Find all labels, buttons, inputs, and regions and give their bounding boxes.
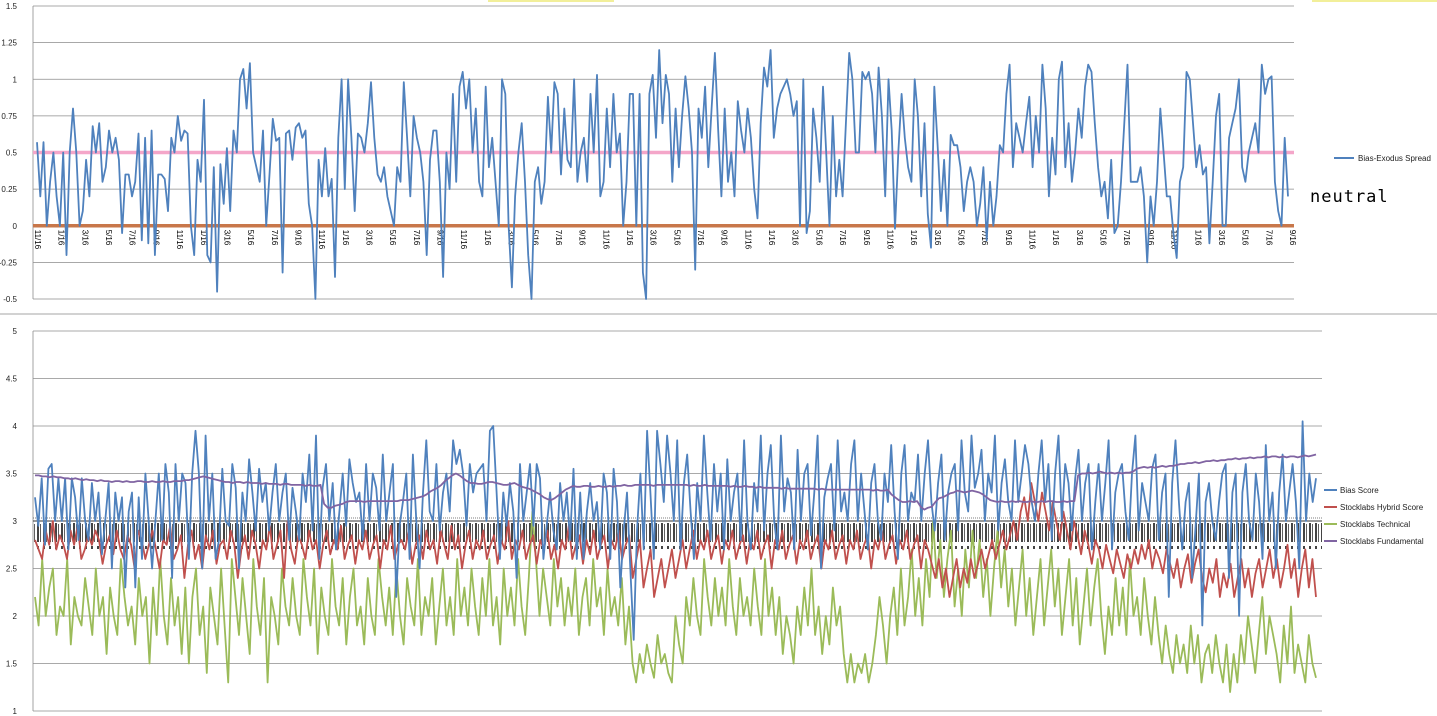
x-tick-label: 3/16 xyxy=(507,230,516,246)
legend-label: Stocklabs Fundamental xyxy=(1340,537,1424,546)
x-tick-label: 5/16 xyxy=(814,230,823,246)
y-tick-label: 4 xyxy=(13,422,18,431)
x-tick-label: 11/16 xyxy=(601,230,610,250)
x-tick-label: 9/16 xyxy=(1004,230,1013,246)
series-line-bias-score xyxy=(34,420,1317,641)
x-tick-label: 11/16 xyxy=(317,230,326,250)
spread-x-axis: 11/16 1/16 3/16 5/16 7/16 9/16 11/16 1/16 3/16 5/… xyxy=(33,230,1297,250)
x-tick-label: 3/16 xyxy=(365,230,374,246)
x-tick-label: 1/16 xyxy=(909,230,918,246)
x-tick-label: 1/16 xyxy=(1051,230,1060,246)
scores-legend: Bias Score Stocklabs Hybrid Score Stocklab… xyxy=(1324,486,1424,546)
x-tick-label: 9/16 xyxy=(720,230,729,246)
x-tick-label: 7/16 xyxy=(412,230,421,246)
y-tick-label: 0.25 xyxy=(1,185,17,194)
scores-chart-panel: 5 4.5 4 3.5 3 2.5 2 1.5 1 Bias Score Stocklabs Hy… xyxy=(6,327,1424,716)
series-line-bias-exodus-spread xyxy=(36,49,1289,300)
spread-legend: Bias-Exodus Spread xyxy=(1334,154,1431,163)
y-tick-label: 0.5 xyxy=(6,149,18,158)
x-tick-label: 9/16 xyxy=(293,230,302,246)
x-tick-label: 9/16 xyxy=(578,230,587,246)
y-tick-label: 3 xyxy=(13,517,18,526)
x-tick-label: 11/16 xyxy=(175,230,184,250)
x-tick-label: 11/16 xyxy=(33,230,42,250)
x-tick-label: 3/16 xyxy=(649,230,658,246)
x-tick-label: 7/16 xyxy=(554,230,563,246)
x-tick-label: 5/16 xyxy=(246,230,255,246)
y-tick-label: 1.5 xyxy=(6,2,18,11)
x-tick-label: 7/16 xyxy=(1122,230,1131,246)
legend-label: Stocklabs Technical xyxy=(1340,520,1410,529)
x-tick-label: 1/16 xyxy=(625,230,634,246)
x-tick-labels-band xyxy=(33,523,1322,549)
x-tick-label: 5/16 xyxy=(956,230,965,246)
x-tick-label: 3/16 xyxy=(80,230,89,246)
x-tick-label: 7/16 xyxy=(270,230,279,246)
x-tick-label: 1/16 xyxy=(199,230,208,246)
y-tick-label: -0.25 xyxy=(0,258,18,267)
x-tick-label: 1/16 xyxy=(341,230,350,246)
y-tick-label: 3.5 xyxy=(6,470,18,479)
x-tick-label: 5/16 xyxy=(672,230,681,246)
legend-label: Bias Score xyxy=(1340,486,1379,495)
scores-series xyxy=(34,420,1317,693)
x-tick-label: 7/16 xyxy=(980,230,989,246)
legend-label: Stocklabs Hybrid Score xyxy=(1340,503,1424,512)
spread-chart-panel: 1.5 1.25 1 0.75 0.5 0.25 0 -0.25 -0.5 11/16 1/16 3… xyxy=(0,0,1437,304)
y-tick-label: 1.5 xyxy=(6,660,18,669)
spread-series xyxy=(36,49,1289,300)
series-line-stocklabs-fundamental xyxy=(35,453,1317,511)
y-tick-label: 0 xyxy=(13,222,18,231)
legend-label: Bias-Exodus Spread xyxy=(1358,154,1431,163)
x-tick-label: 7/16 xyxy=(128,230,137,246)
x-tick-label: 3/16 xyxy=(933,230,942,246)
x-tick-label: 1/16 xyxy=(1193,230,1202,246)
x-tick-label: 11/16 xyxy=(743,230,752,250)
x-tick-label: 7/16 xyxy=(838,230,847,246)
series-line-stocklabs-technical xyxy=(34,510,1317,693)
spread-y-axis: 1.5 1.25 1 0.75 0.5 0.25 0 -0.25 -0.5 xyxy=(0,2,18,304)
x-tick-label: 1/16 xyxy=(57,230,66,246)
x-tick-label: 3/16 xyxy=(1217,230,1226,246)
x-tick-label: 7/16 xyxy=(696,230,705,246)
x-tick-label: 11/16 xyxy=(459,230,468,250)
y-tick-label: 0.75 xyxy=(1,112,17,121)
x-tick-label: 1/16 xyxy=(483,230,492,246)
x-tick-label: 3/16 xyxy=(222,230,231,246)
y-tick-label: 2.5 xyxy=(6,565,18,574)
y-tick-label: 5 xyxy=(13,327,18,336)
x-tick-label: 5/16 xyxy=(104,230,113,246)
y-tick-label: 2 xyxy=(13,612,18,621)
y-tick-label: 4.5 xyxy=(6,375,18,384)
x-tick-label: 11/16 xyxy=(885,230,894,250)
x-tick-label: 9/16 xyxy=(1146,230,1155,246)
x-tick-label: 7/16 xyxy=(1264,230,1273,246)
scores-x-axis xyxy=(33,517,1322,549)
y-tick-label: 1 xyxy=(13,707,18,716)
x-tick-label: 9/16 xyxy=(862,230,871,246)
x-tick-label: 1/16 xyxy=(767,230,776,246)
x-tick-label: 3/16 xyxy=(1075,230,1084,246)
x-tick-label: 9/16 xyxy=(436,230,445,246)
series-line-stocklabs-hybrid-score xyxy=(34,482,1317,598)
x-tick-label: 11/16 xyxy=(1028,230,1037,250)
scores-y-axis: 5 4.5 4 3.5 3 2.5 2 1.5 1 xyxy=(6,327,18,716)
x-tick-label: 5/16 xyxy=(1241,230,1250,246)
x-tick-label: 5/16 xyxy=(388,230,397,246)
x-tick-label: 5/16 xyxy=(530,230,539,246)
x-tick-label: 9/16 xyxy=(1288,230,1297,246)
x-tick-label: 3/16 xyxy=(791,230,800,246)
y-tick-label: 1.25 xyxy=(1,39,17,48)
y-tick-label: 1 xyxy=(13,75,18,84)
y-tick-label: -0.5 xyxy=(3,295,17,304)
neutral-annotation: neutral xyxy=(1310,187,1389,207)
x-tick-label: 5/16 xyxy=(1099,230,1108,246)
spread-gridlines xyxy=(32,5,1294,300)
